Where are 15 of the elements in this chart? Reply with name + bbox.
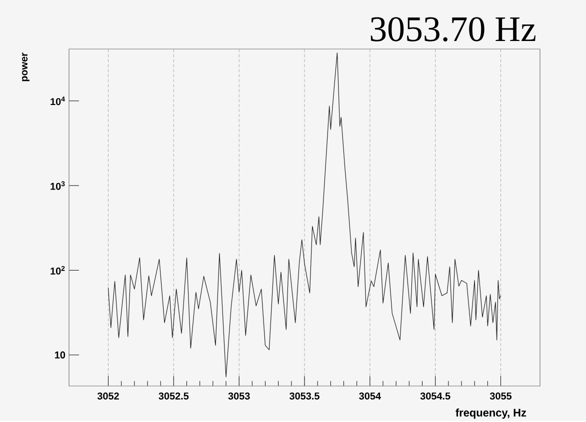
x-tick-label: 3055: [490, 392, 512, 400]
x-tick-label: 3054.5: [420, 392, 450, 400]
y-tick-label: 10$^{3}$: [50, 181, 65, 190]
y-tick-label: 10: [55, 351, 66, 358]
x-axis-title: frequency, Hz: [456, 408, 526, 419]
y-tick-label: 10$^{4}$: [50, 96, 65, 106]
y-tick-label: 10$^{2}$: [50, 266, 65, 275]
x-tick-label: 3052.5: [158, 392, 189, 400]
x-tick-label: 3052: [97, 392, 119, 400]
y-axis-title: power: [22, 52, 30, 82]
chart-title: 3053.70 Hz: [370, 17, 536, 42]
x-tick-label: 3053: [228, 392, 250, 400]
x-tick-label: 3054: [359, 392, 381, 400]
line-series: [108, 52, 502, 378]
x-tick-label: 3053.5: [290, 392, 320, 400]
